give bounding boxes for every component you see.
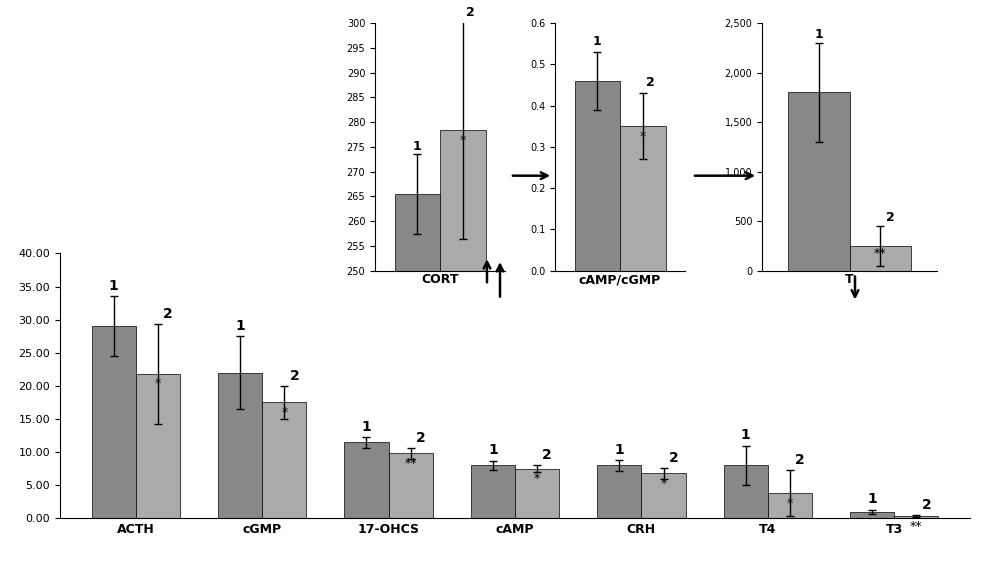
Bar — [515, 469, 559, 518]
Bar — [850, 246, 911, 271]
Text: 1: 1 — [814, 28, 823, 41]
Bar — [389, 453, 433, 518]
X-axis label: cAMP/cGMP: cAMP/cGMP — [579, 274, 661, 286]
Text: 2: 2 — [646, 76, 655, 89]
Bar — [724, 465, 768, 518]
Text: *: * — [787, 497, 793, 510]
Bar — [394, 194, 440, 576]
Text: 1: 1 — [413, 140, 422, 153]
Bar — [471, 465, 515, 518]
Text: *: * — [281, 406, 287, 419]
Text: 2: 2 — [922, 498, 931, 512]
Text: *: * — [155, 377, 161, 391]
Text: 1: 1 — [593, 35, 602, 48]
Text: *: * — [640, 130, 646, 143]
Bar — [262, 403, 306, 518]
Bar — [788, 92, 850, 271]
Text: 1: 1 — [741, 428, 751, 442]
Text: 2: 2 — [466, 6, 475, 19]
Bar — [574, 81, 620, 271]
Text: 2: 2 — [795, 453, 805, 467]
Bar — [894, 517, 938, 518]
Text: 1: 1 — [235, 319, 245, 333]
Bar — [218, 373, 262, 518]
Bar — [92, 326, 136, 518]
Text: 2: 2 — [290, 369, 299, 382]
X-axis label: T: T — [845, 274, 854, 286]
Bar — [597, 465, 641, 518]
Bar — [850, 511, 894, 518]
Text: 1: 1 — [362, 419, 371, 434]
Text: **: ** — [910, 520, 923, 533]
Text: 2: 2 — [416, 431, 426, 445]
Text: *: * — [660, 477, 667, 490]
Bar — [620, 126, 666, 271]
Text: **: ** — [404, 457, 417, 470]
X-axis label: CORT: CORT — [421, 274, 459, 286]
Text: *: * — [460, 134, 466, 147]
Text: 1: 1 — [109, 279, 119, 293]
Text: 1: 1 — [488, 444, 498, 457]
Text: 2: 2 — [669, 451, 678, 465]
Bar — [768, 493, 812, 518]
Text: 2: 2 — [163, 307, 173, 321]
Text: **: ** — [874, 248, 886, 260]
Bar — [641, 473, 686, 518]
Text: *: * — [534, 472, 540, 485]
Bar — [344, 442, 389, 518]
Bar — [440, 130, 486, 576]
Text: 1: 1 — [867, 492, 877, 506]
Text: 1: 1 — [614, 443, 624, 457]
Text: 2: 2 — [542, 448, 552, 462]
Text: 2: 2 — [886, 211, 895, 224]
Bar — [136, 374, 180, 518]
